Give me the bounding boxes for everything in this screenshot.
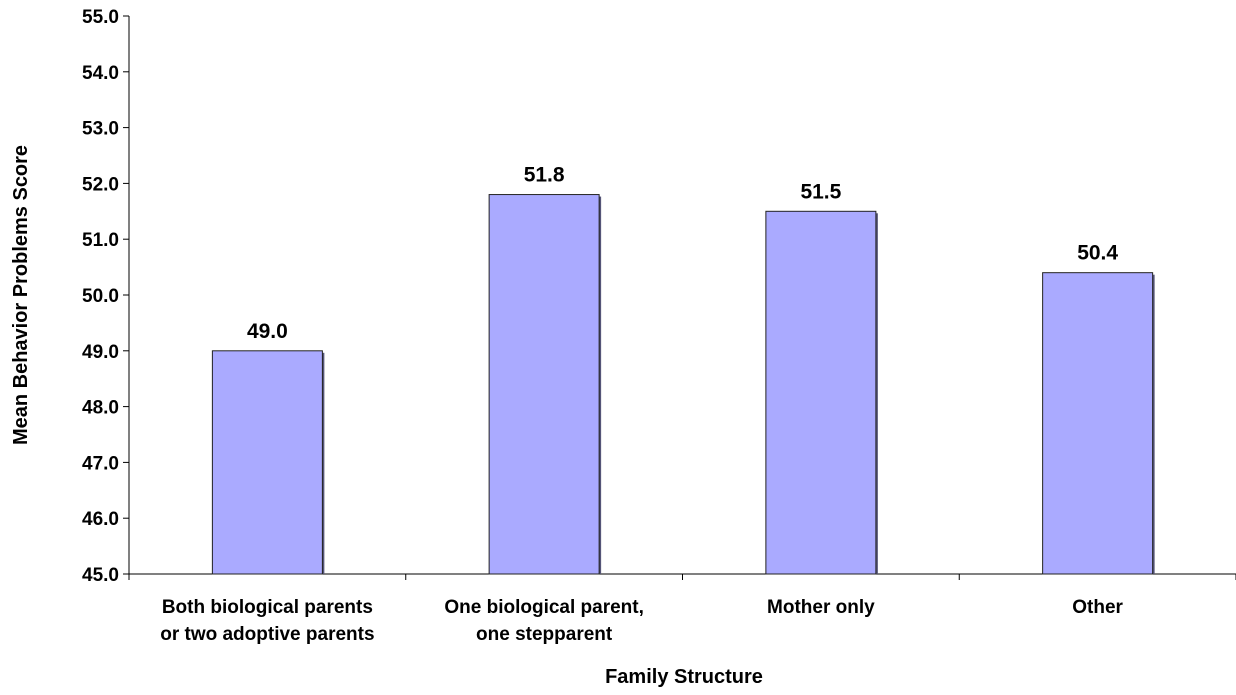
y-tick-label: 51.0	[82, 230, 119, 251]
y-tick-label: 53.0	[82, 119, 119, 140]
bars	[211, 194, 1155, 575]
data-label: 50.4	[1077, 242, 1118, 265]
category-label: one stepparent	[476, 624, 613, 645]
y-axis-title: Mean Behavior Problems Score	[10, 145, 32, 445]
bar	[765, 210, 877, 575]
category-label: One biological parent,	[444, 597, 644, 618]
y-tick-label: 54.0	[82, 63, 119, 84]
y-tick-label: 52.0	[82, 174, 119, 195]
y-tick-label: 50.0	[82, 286, 119, 307]
bar	[1042, 272, 1154, 575]
data-labels: 49.0 51.8 51.5 50.4	[247, 164, 1118, 343]
y-tick-label: 46.0	[82, 509, 119, 530]
bar	[488, 194, 600, 575]
category-label: Other	[1072, 597, 1123, 618]
category-label: Both biological parents	[162, 597, 373, 618]
x-axis: Both biological parents or two adoptive p…	[128, 573, 1236, 645]
category-label: or two adoptive parents	[160, 624, 374, 645]
data-label: 49.0	[247, 320, 288, 343]
y-tick-label: 45.0	[82, 565, 119, 586]
data-label: 51.8	[524, 164, 565, 187]
y-tick-label: 48.0	[82, 398, 119, 419]
y-tick-label: 47.0	[82, 453, 119, 474]
category-label: Mother only	[767, 597, 875, 618]
data-label: 51.5	[800, 180, 841, 203]
bar	[211, 350, 323, 575]
y-tick-label: 55.0	[82, 7, 119, 28]
x-axis-title: Family Structure	[605, 666, 763, 688]
y-tick-label: 49.0	[82, 342, 119, 363]
y-axis: 45.0 46.0 47.0 48.0 49.0 50.0 51.0 52.0 53.0 54.0…	[82, 7, 130, 586]
